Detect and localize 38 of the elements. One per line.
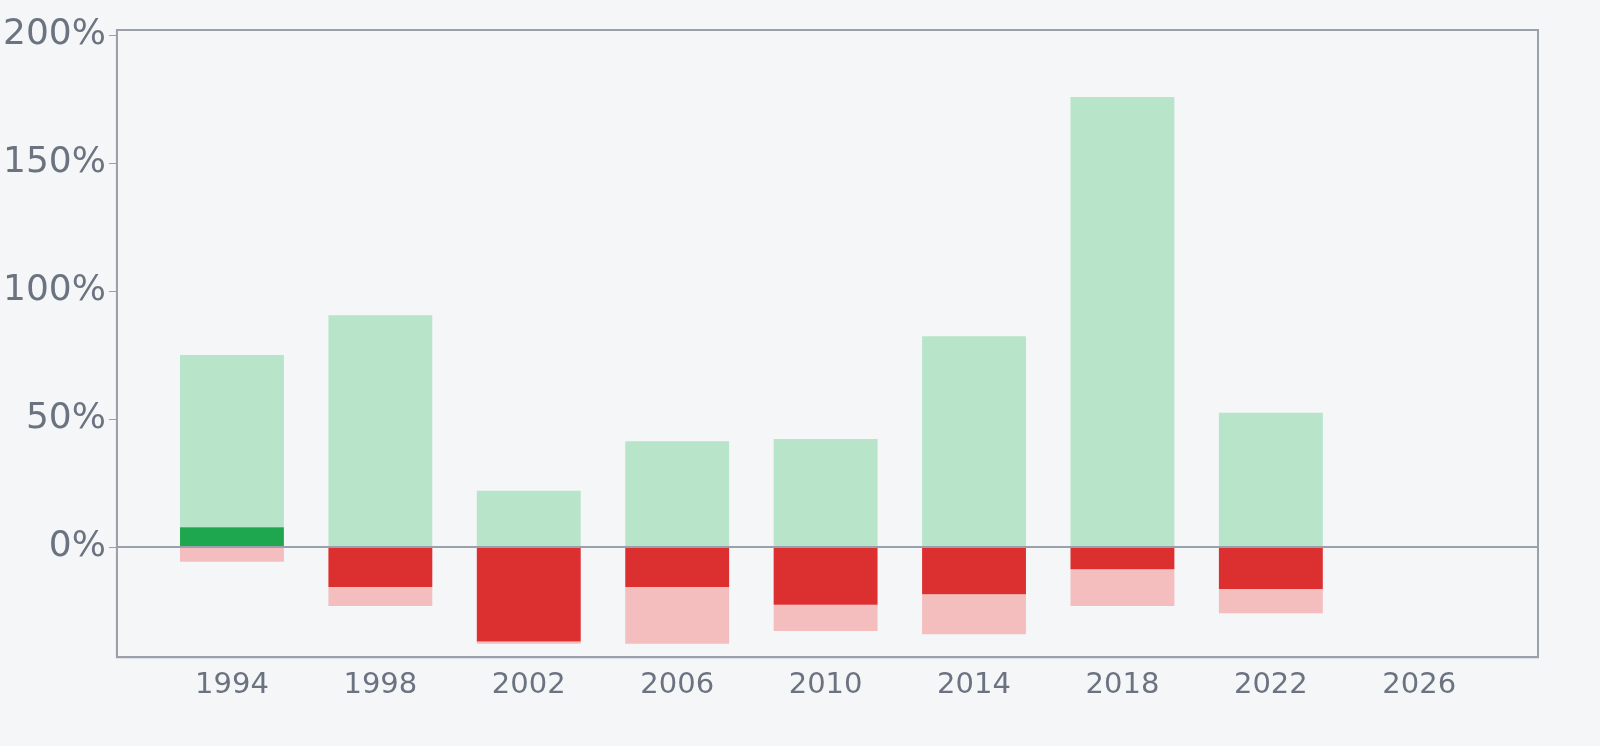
y-tick-label: 0% <box>48 523 106 565</box>
bar <box>1218 412 1323 547</box>
x-tick-label: 2006 <box>640 666 715 701</box>
x-tick-label: 2026 <box>1382 666 1457 701</box>
y-tick-label: 50% <box>25 395 106 437</box>
x-tick-label: 2022 <box>1233 666 1308 701</box>
bar <box>922 547 1026 595</box>
bar <box>476 547 581 642</box>
bar <box>1070 569 1175 606</box>
bar <box>328 315 433 547</box>
bar <box>476 490 581 547</box>
bar <box>922 336 1026 547</box>
bar <box>1218 589 1323 614</box>
bar <box>328 547 433 588</box>
bar <box>328 587 433 606</box>
x-tick-label: 2018 <box>1085 666 1160 701</box>
bar <box>625 587 730 644</box>
bar <box>773 604 878 632</box>
x-tick-label: 2014 <box>937 666 1011 701</box>
bar <box>922 594 1026 635</box>
bar <box>1218 547 1323 590</box>
bar <box>180 355 284 528</box>
bar <box>180 547 284 562</box>
bar <box>1070 547 1175 570</box>
y-tick-label: 150% <box>3 139 106 181</box>
bar <box>625 547 730 588</box>
y-tick-label: 200% <box>3 11 106 53</box>
x-tick-label: 2010 <box>788 666 863 701</box>
bar <box>773 439 878 547</box>
x-tick-label: 2002 <box>491 666 566 701</box>
bar <box>625 441 730 547</box>
x-tick-label: 1994 <box>195 666 269 701</box>
bar <box>476 641 581 644</box>
bar <box>773 547 878 605</box>
bar <box>1070 97 1175 547</box>
x-tick-label: 1998 <box>343 666 418 701</box>
y-tick-label: 100% <box>3 267 106 309</box>
bar <box>180 527 284 547</box>
